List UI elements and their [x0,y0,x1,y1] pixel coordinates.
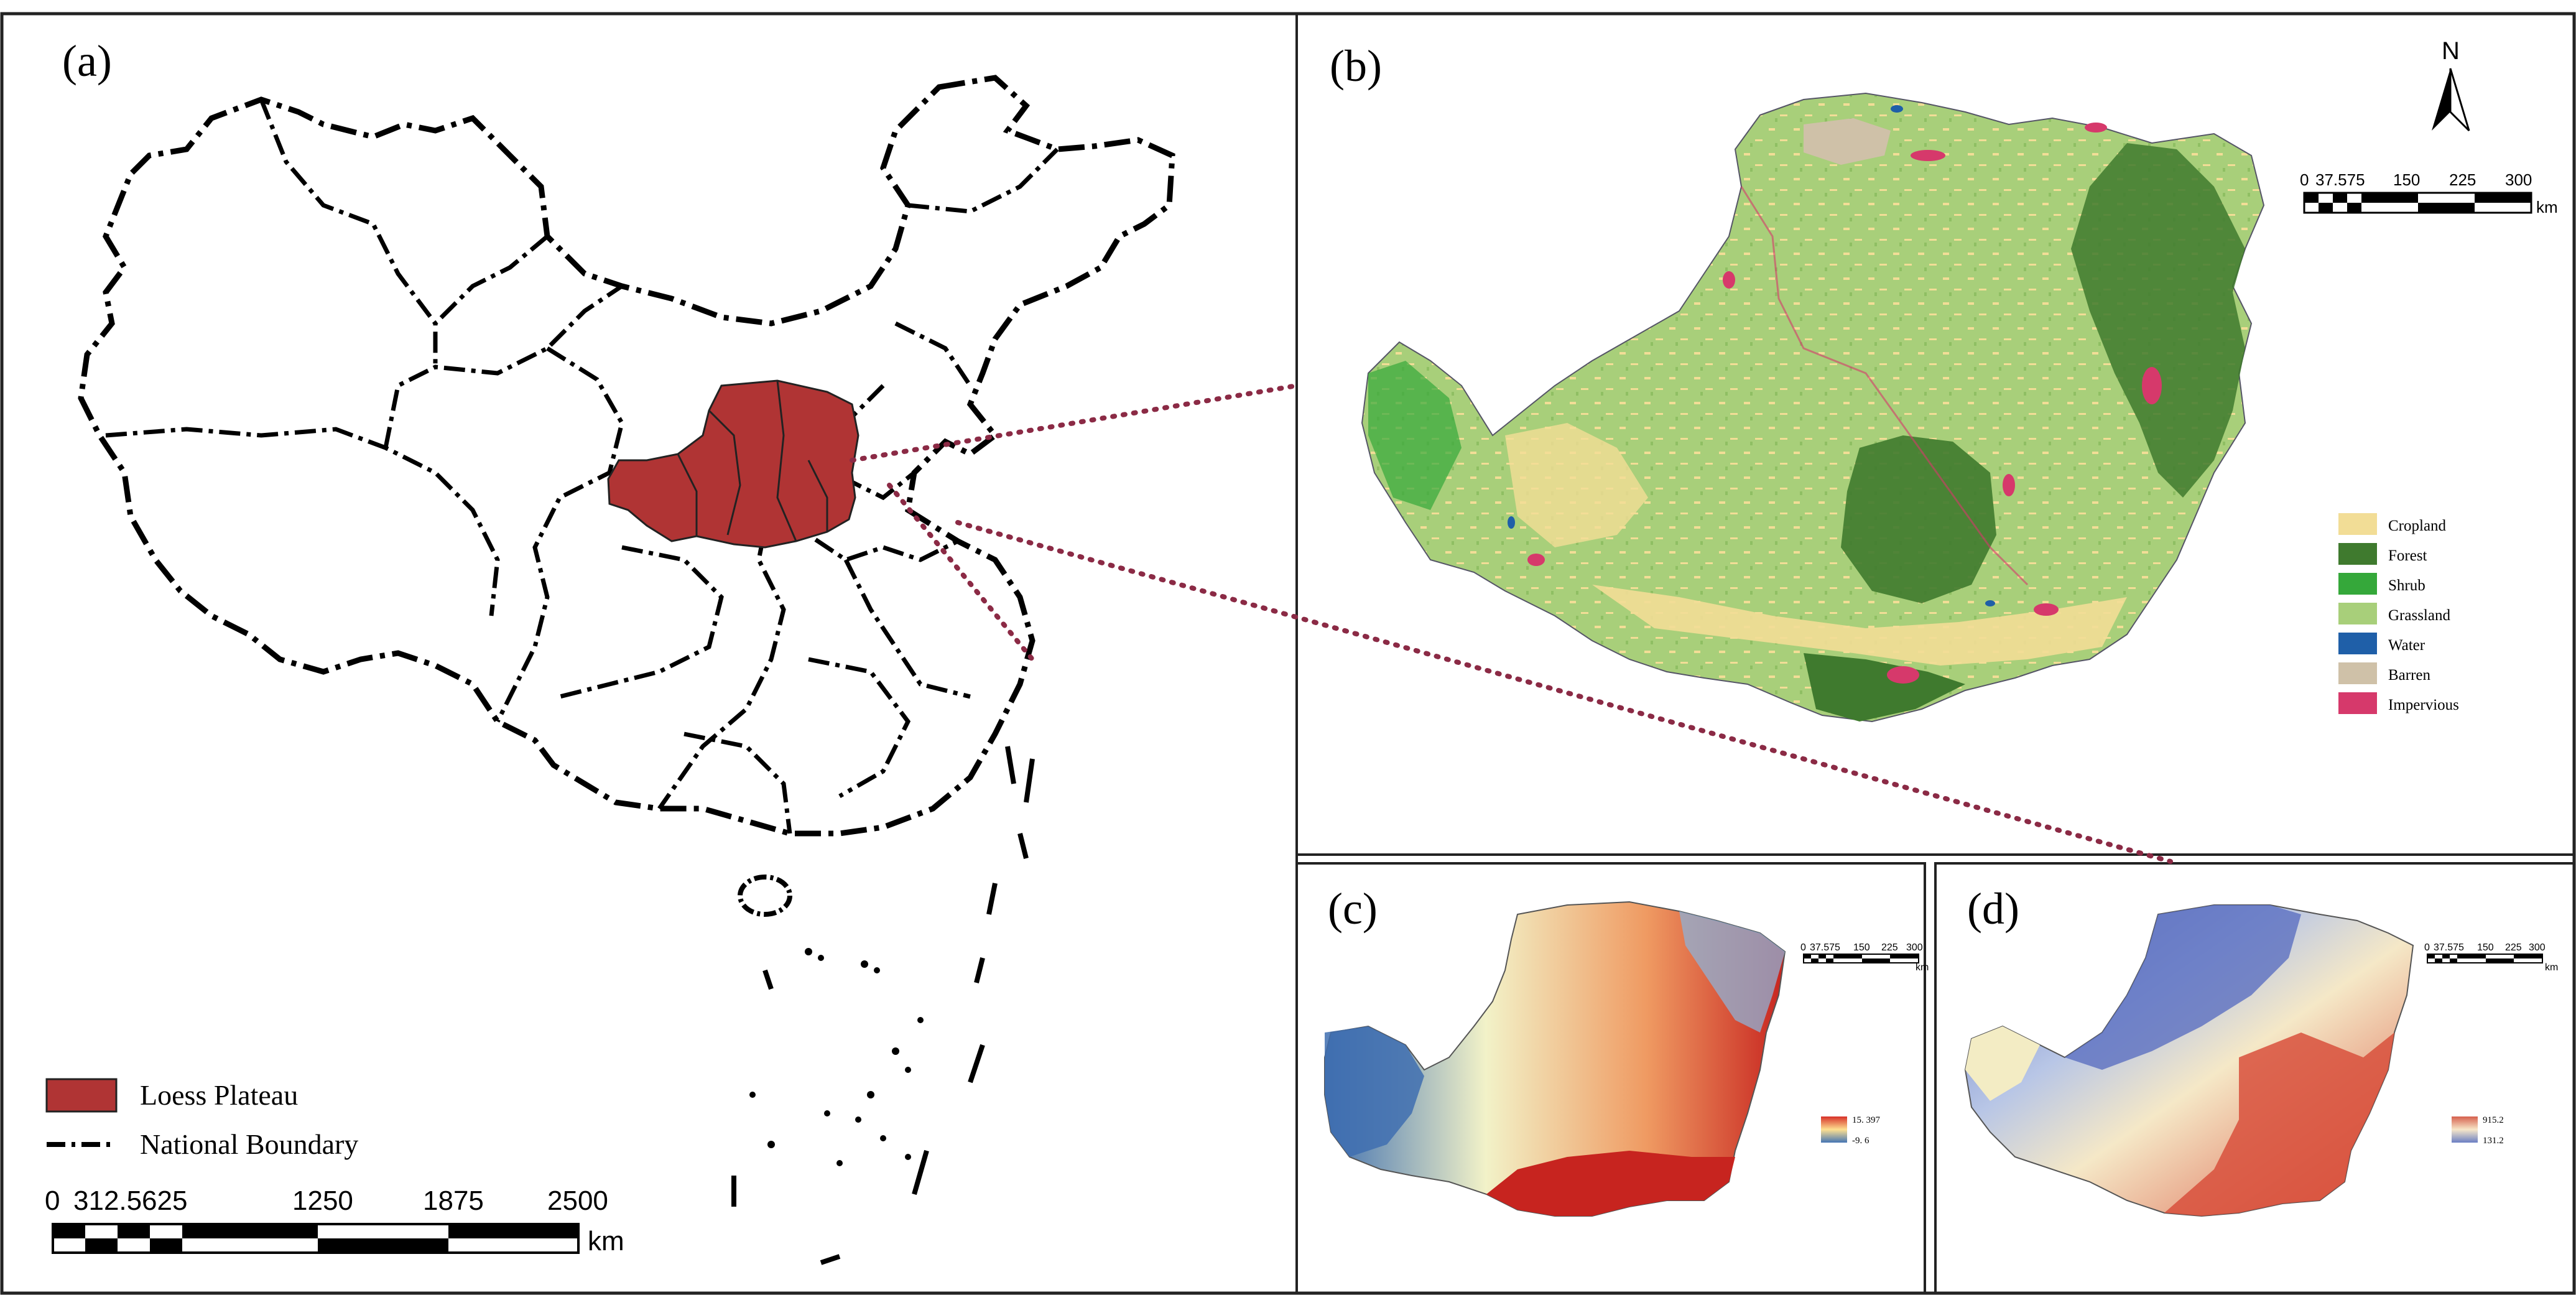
legend-swatch-barren [2338,662,2377,684]
scale-a-tick-5: 2500 [547,1186,608,1216]
loess-internal-lines [677,380,828,542]
colorbar-c [1821,1116,1847,1143]
legend-boundary-label: National Boundary [140,1128,358,1160]
panel-c-label: (c) [1328,884,1378,934]
legend-swatch-water [2338,633,2377,654]
precipitation-wet-southeast [2164,1033,2394,1216]
lulc-river [1740,186,2029,586]
colorbar-c-min: -9. 6 [1852,1136,1869,1146]
legend-swatch-impervious [2338,692,2377,714]
loess-plateau-region [607,379,859,549]
scale-d-unit: km [2545,962,2558,973]
scale-b-tick-0: 0 [2300,170,2309,189]
scale-d-tick-3: 225 [2505,942,2522,953]
scale-b-tick-2: 150 [2393,170,2420,189]
panel-a-legend: Loess Plateau National Boundary [45,1078,358,1160]
legend-loess-label: Loess Plateau [140,1079,298,1111]
legend-loess-swatch [45,1078,118,1113]
legend-swatch-cropland [2338,513,2377,535]
panel-d-frame [1934,862,2575,1294]
scale-a-tick-4: 1875 [423,1186,484,1216]
panel-c-frame [1295,862,1926,1294]
legend-label-impervious: Impervious [2388,697,2459,713]
panel-d-scale-bar: 0 37.575 150 225 300 km [2424,942,2558,973]
lulc-cropland-south [1592,585,2127,666]
scale-c-tick-3: 225 [1881,942,1898,953]
legend-label-grassland: Grassland [2388,607,2450,624]
panel-a-label: (a) [62,36,112,86]
colorbar-d [2452,1116,2478,1143]
scale-a-tick-3: 1250 [292,1186,353,1216]
panel-d-map [1964,904,2414,1217]
province-boundaries [105,98,1059,834]
lulc-barren-north [1804,118,1891,165]
hainan-island [738,875,792,917]
lulc-plateau-shape [1361,92,2265,723]
temperature-warm-south [1486,1151,1735,1216]
legend-swatch-grassland [2338,603,2377,624]
north-label: N [2442,37,2460,65]
north-arrow: N [2432,37,2470,132]
scale-c-tick-1: 37.575 [1810,942,1840,953]
lulc-forest-central [1841,435,1996,603]
lulc-water-patches [1508,105,1995,606]
lulc-cropland-west [1505,423,1648,547]
panel-a-scale-bar: 0 312.5 625 1250 1875 2500 km [45,1186,624,1256]
precipitation-dry-northwest [2065,905,2301,1070]
panel-d-label: (d) [1967,884,2019,934]
scale-b-tick-4: 300 [2505,170,2532,189]
legend-label-forest: Forest [2388,547,2427,564]
legend-swatch-shrub [2338,573,2377,595]
precipitation-west-tail [1965,1026,2040,1101]
scale-c-tick-0: 0 [1800,942,1806,953]
temperature-cold-west [1325,1026,1424,1157]
scale-b-unit: km [2536,198,2558,216]
scale-a-tick-2: 625 [142,1186,187,1216]
scale-a-tick-1: 312.5 [73,1186,142,1216]
colorbar-c-max: 15. 397 [1852,1115,1881,1125]
panel-b-map [1361,92,2265,723]
lulc-forest-south [1804,653,1965,722]
lulc-impervious-patches [1527,123,2162,684]
scale-d-tick-2: 150 [2477,942,2494,953]
scale-c-tick-2: 150 [1853,942,1870,953]
colorbar-d-min: 131.2 [2483,1136,2504,1146]
panel-c-map [1324,901,1786,1217]
legend-label-barren: Barren [2388,667,2431,684]
scale-d-tick-1: 37.575 [2434,942,2464,953]
lulc-forest-east [2071,143,2245,498]
scale-b-tick-3: 225 [2449,170,2476,189]
lulc-legend: Cropland Forest Shrub Grassland Water Ba… [2338,513,2459,714]
scale-c-unit: km [1916,962,1929,973]
scale-d-tick-4: 300 [2529,942,2546,953]
colorbar-d-max: 915.2 [2483,1115,2504,1125]
scale-c-tick-4: 300 [1906,942,1923,953]
island-dots [749,948,924,1166]
south-china-sea-islands [731,746,1035,1265]
scale-a-unit: km [588,1226,624,1256]
legend-label-cropland: Cropland [2388,518,2447,534]
legend-label-water: Water [2388,637,2425,654]
lulc-shrub-west [1368,361,1462,510]
panel-b-scale-bar: 0 37.575 150 225 300 km [2300,170,2558,216]
china-map [78,75,1175,1265]
temperature-cold-northeast [1679,911,1785,1033]
legend-swatch-forest [2338,543,2377,565]
scale-a-tick-0: 0 [45,1186,60,1216]
scale-d-tick-0: 0 [2424,942,2430,953]
panel-b-label: (b) [1330,41,1382,91]
precipitation-colorbar: 915.2 131.2 [2452,1115,2504,1146]
panel-c-scale-bar: 0 37.575 150 225 300 km [1800,942,1929,973]
scale-b-tick-1: 37.575 [2315,170,2365,189]
panel-b-frame [1295,12,2575,856]
temperature-colorbar: 15. 397 -9. 6 [1821,1115,1881,1146]
legend-label-shrub: Shrub [2388,577,2425,594]
connector-lines [850,383,2173,864]
